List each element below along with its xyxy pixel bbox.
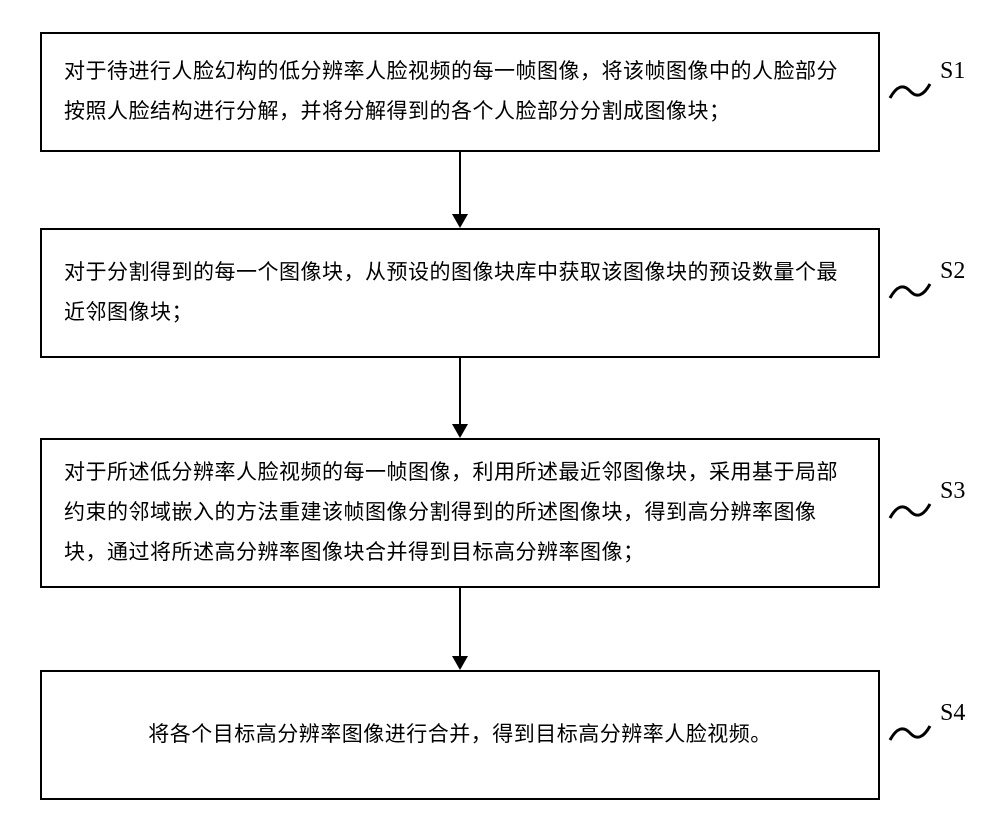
flow-node-s2: 对于分割得到的每一个图像块，从预设的图像块库中获取该图像块的预设数量个最近邻图像…: [40, 228, 880, 358]
flow-edge-s1-s2-arrow: [452, 214, 468, 228]
step-label-s1: S1: [940, 58, 965, 85]
flow-node-s1-text: 对于待进行人脸幻构的低分辨率人脸视频的每一帧图像，将该帧图像中的人脸部分按照人脸…: [42, 52, 878, 132]
flow-edge-s2-s3-arrow: [452, 424, 468, 438]
connector-tilde-s4: [888, 720, 932, 746]
flowchart-canvas: 对于待进行人脸幻构的低分辨率人脸视频的每一帧图像，将该帧图像中的人脸部分按照人脸…: [0, 0, 1000, 837]
flow-node-s3-text: 对于所述低分辨率人脸视频的每一帧图像，利用所述最近邻图像块，采用基于局部约束的邻…: [42, 453, 878, 573]
flow-edge-s2-s3: [459, 358, 461, 424]
flow-edge-s3-s4: [459, 588, 461, 656]
connector-tilde-s2: [888, 278, 932, 304]
flow-node-s1: 对于待进行人脸幻构的低分辨率人脸视频的每一帧图像，将该帧图像中的人脸部分按照人脸…: [40, 32, 880, 152]
flow-node-s4: 将各个目标高分辨率图像进行合并，得到目标高分辨率人脸视频。: [40, 670, 880, 800]
step-label-s3: S3: [940, 478, 965, 505]
connector-tilde-s1: [888, 78, 932, 104]
connector-tilde-s3: [888, 498, 932, 524]
flow-node-s2-text: 对于分割得到的每一个图像块，从预设的图像块库中获取该图像块的预设数量个最近邻图像…: [42, 253, 878, 333]
flow-edge-s3-s4-arrow: [452, 656, 468, 670]
flow-node-s4-text: 将各个目标高分辨率图像进行合并，得到目标高分辨率人脸视频。: [42, 715, 878, 755]
flow-node-s3: 对于所述低分辨率人脸视频的每一帧图像，利用所述最近邻图像块，采用基于局部约束的邻…: [40, 438, 880, 588]
flow-edge-s1-s2: [459, 152, 461, 214]
step-label-s2: S2: [940, 258, 965, 285]
step-label-s4: S4: [940, 700, 965, 727]
